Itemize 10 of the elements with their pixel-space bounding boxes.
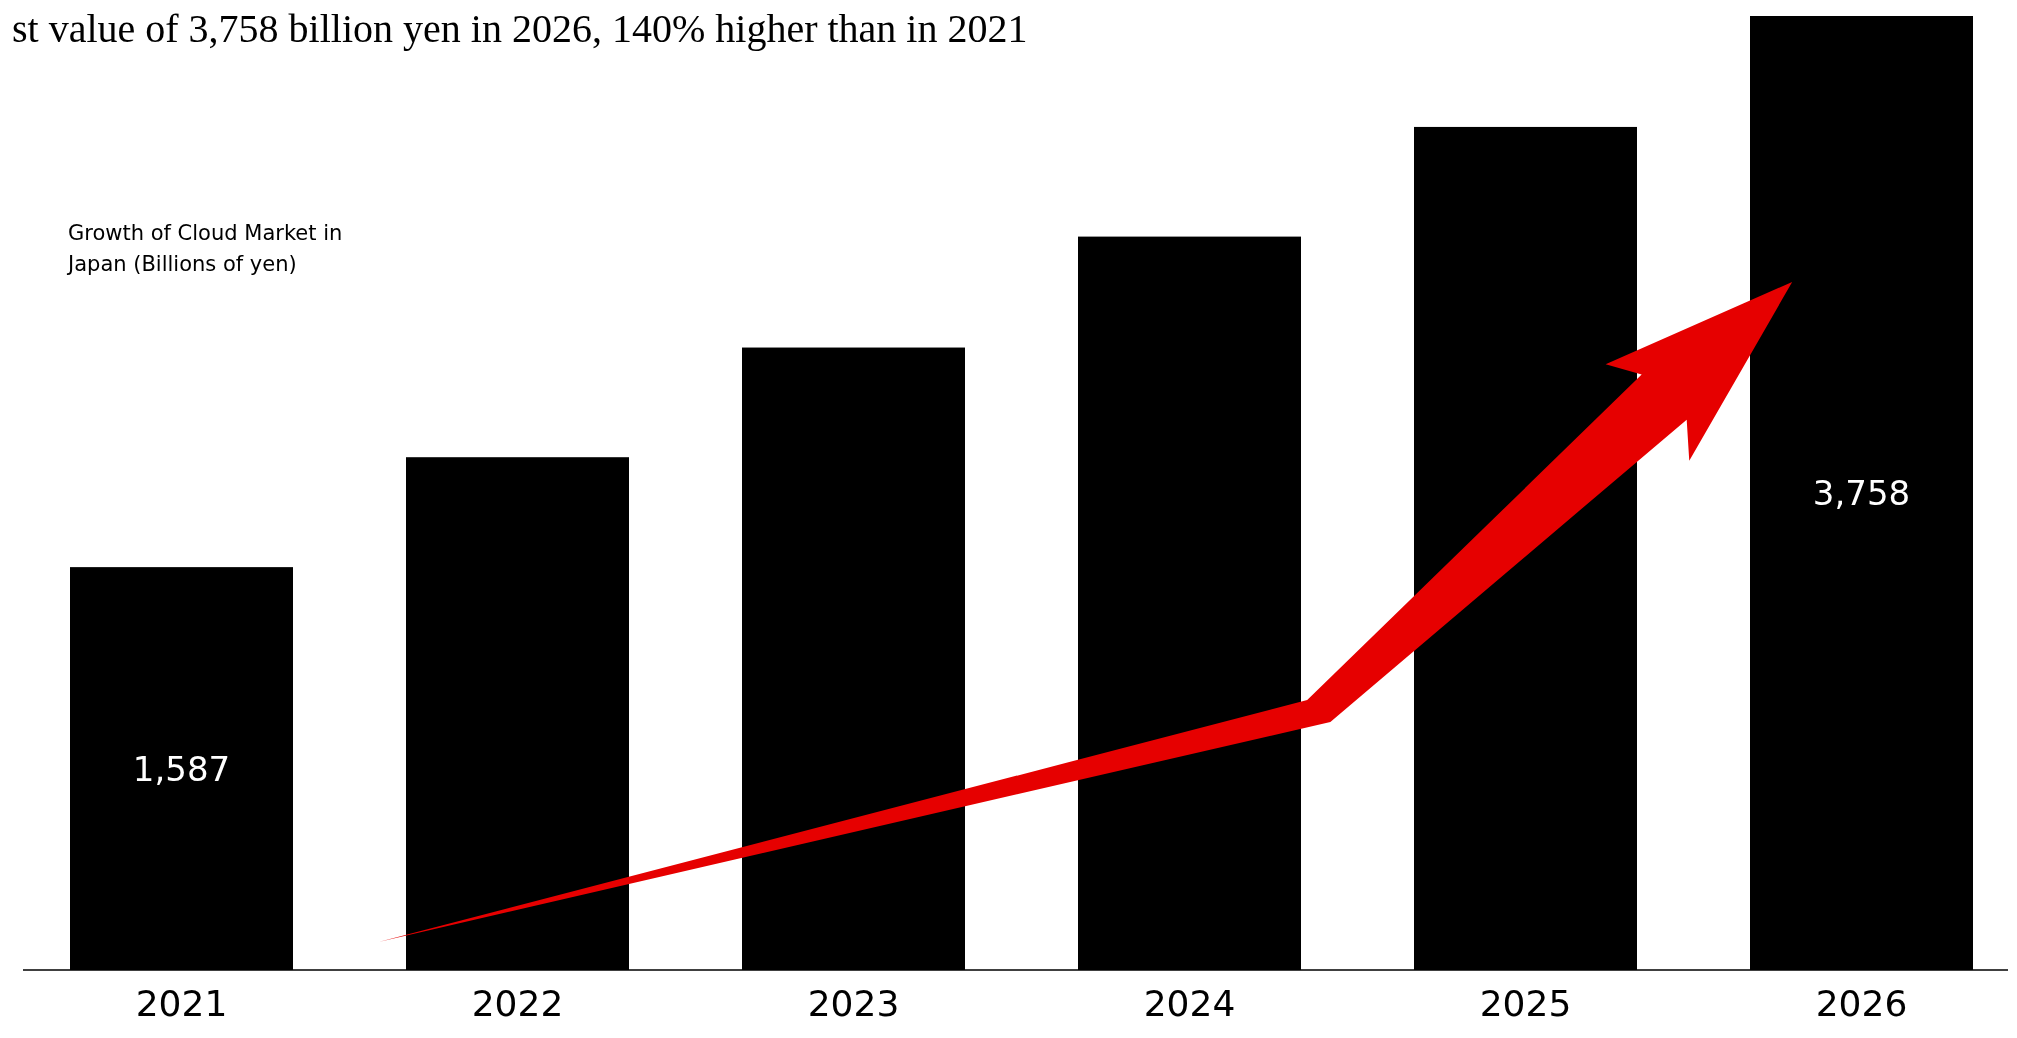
data-label: 3,758 (1812, 473, 1911, 513)
annotation: Growth of Cloud Market in Japan (Billions of yen) (66, 221, 343, 276)
data-label: 1,587 (132, 748, 231, 789)
x-tick-label: 2024 (1143, 983, 1236, 1024)
x-tick-label: 2021 (135, 983, 228, 1024)
chart-title: st value of 3,758 billion yen in 2026, 140% higher than in 2021 (12, 6, 1028, 51)
x-tick-label: 2022 (471, 983, 564, 1024)
x-tick-label: 2026 (1815, 983, 1908, 1024)
x-tick-label: 2023 (807, 983, 900, 1024)
x-tick-label: 2025 (1479, 983, 1572, 1024)
